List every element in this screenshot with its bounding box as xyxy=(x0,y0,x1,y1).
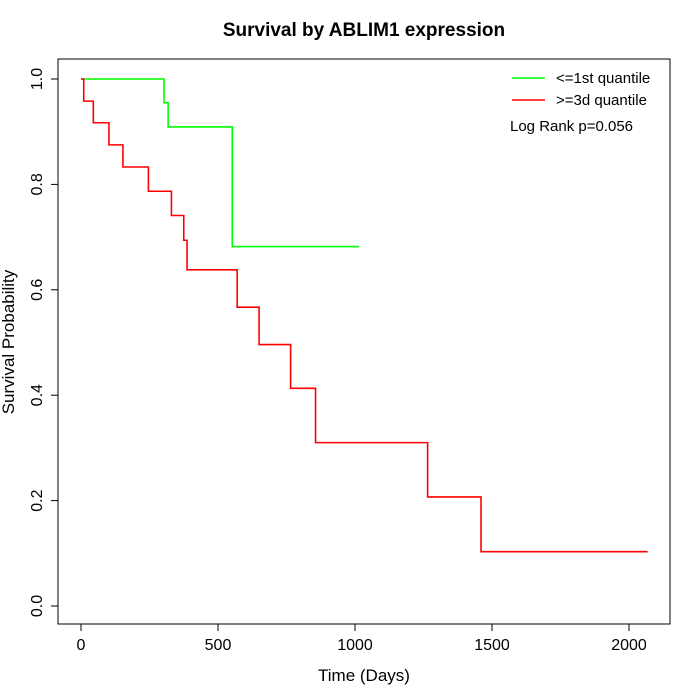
chart-title: Survival by ABLIM1 expression xyxy=(223,20,505,41)
x-tick-label: 500 xyxy=(205,637,232,654)
legend-label-high-quantile: >=3d quantile xyxy=(556,92,647,109)
y-tick-label: 0.0 xyxy=(29,595,46,617)
x-axis: 0 500 1000 1500 2000 xyxy=(77,623,647,654)
y-tick-label: 0.4 xyxy=(29,384,46,406)
y-axis: 0.0 0.2 0.4 0.6 0.8 1.0 xyxy=(29,68,59,617)
y-tick-label: 0.6 xyxy=(29,279,46,301)
series-layer xyxy=(81,78,648,553)
log-rank-annotation: Log Rank p=0.056 xyxy=(510,118,633,135)
legend-label-low-quantile: <=1st quantile xyxy=(556,70,650,87)
x-tick-label: 1500 xyxy=(474,637,510,654)
survival-curve-high-quantile xyxy=(81,78,648,553)
plot-frame xyxy=(57,58,671,625)
x-tick-label: 1000 xyxy=(337,637,373,654)
y-tick-label: 0.8 xyxy=(29,173,46,195)
x-axis-label: Time (Days) xyxy=(318,666,410,685)
x-tick-label: 2000 xyxy=(611,637,647,654)
y-tick-label: 0.2 xyxy=(29,489,46,511)
survival-curve-low-quantile xyxy=(81,78,360,248)
y-tick-label: 1.0 xyxy=(29,68,46,90)
x-tick-label: 0 xyxy=(77,637,86,654)
legend: <=1st quantile >=3d quantile Log Rank p=… xyxy=(510,70,650,135)
y-axis-label: Survival Probability xyxy=(0,269,18,414)
